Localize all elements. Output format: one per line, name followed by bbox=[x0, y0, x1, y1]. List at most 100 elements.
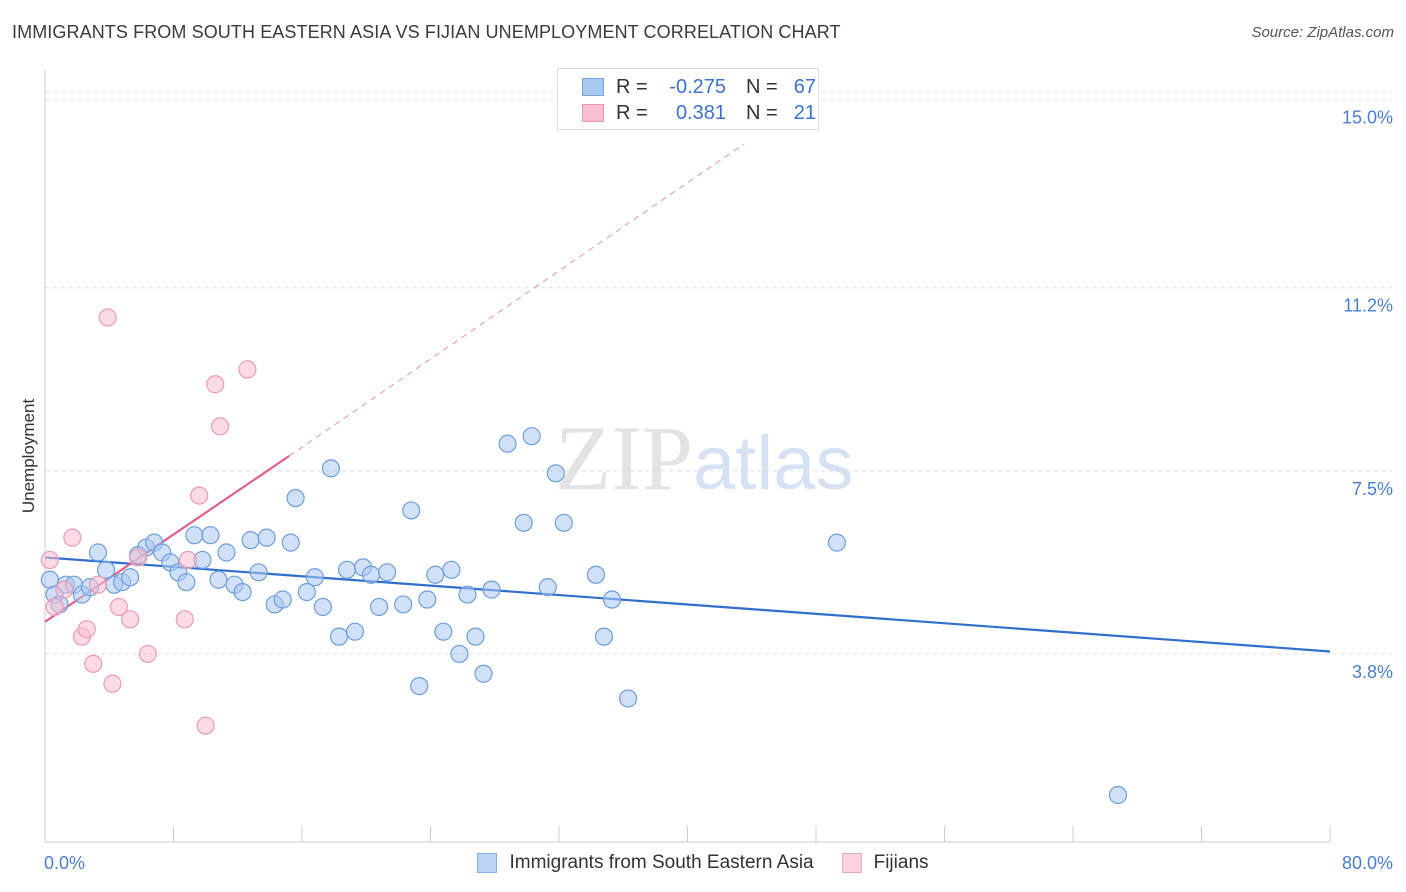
point-sea bbox=[281, 533, 300, 552]
point-sea bbox=[418, 590, 437, 609]
point-sea bbox=[88, 543, 108, 562]
y-axis-title: Unemployment bbox=[19, 399, 38, 514]
watermark: ZIPatlas bbox=[555, 405, 854, 511]
legend-r-value: 0.381 bbox=[675, 101, 726, 124]
point-sea bbox=[466, 627, 485, 646]
series-label-sea: Immigrants from South Eastern Asia bbox=[509, 852, 814, 873]
legend-r-value: -0.275 bbox=[669, 75, 726, 98]
series-label-fijians: Fijians bbox=[873, 852, 929, 873]
point-sea bbox=[241, 531, 260, 550]
point-sea bbox=[321, 459, 341, 478]
point-sea bbox=[458, 585, 477, 604]
point-fijians bbox=[129, 548, 148, 567]
point-fijians bbox=[175, 610, 194, 629]
point-sea bbox=[538, 578, 557, 597]
point-sea bbox=[450, 644, 469, 664]
point-sea bbox=[286, 488, 305, 508]
point-sea bbox=[378, 563, 397, 582]
legend-n-label: N = bbox=[746, 75, 778, 98]
legend-n-value: 21 bbox=[793, 101, 816, 124]
legend-n-value: 67 bbox=[793, 75, 816, 98]
point-sea bbox=[345, 622, 365, 641]
point-sea bbox=[305, 568, 324, 587]
data-points bbox=[40, 308, 1128, 805]
point-sea bbox=[329, 627, 349, 646]
point-fijians bbox=[98, 308, 117, 327]
legend-n-label: N = bbox=[746, 101, 778, 124]
point-sea bbox=[594, 627, 614, 646]
point-fijians bbox=[84, 654, 103, 673]
point-fijians bbox=[121, 610, 140, 629]
series-swatch-fijians bbox=[841, 853, 862, 873]
trend-line-sea bbox=[44, 556, 1331, 653]
point-sea bbox=[426, 565, 445, 584]
legend-r-label: R = bbox=[616, 75, 648, 98]
point-sea bbox=[394, 595, 413, 614]
point-sea bbox=[361, 565, 381, 584]
point-sea bbox=[522, 427, 541, 446]
point-sea bbox=[602, 590, 622, 609]
series-legend: Immigrants from South Eastern Asia Fijia… bbox=[0, 852, 1406, 874]
point-sea bbox=[201, 526, 220, 545]
watermark-zip: ZIP bbox=[555, 407, 693, 509]
point-sea bbox=[233, 582, 252, 602]
point-sea bbox=[586, 565, 606, 584]
point-fijians bbox=[40, 550, 59, 570]
point-sea bbox=[618, 689, 638, 708]
point-sea bbox=[209, 570, 228, 589]
chart-title: IMMIGRANTS FROM SOUTH EASTERN ASIA VS FI… bbox=[12, 22, 841, 42]
point-sea bbox=[257, 528, 276, 547]
point-sea bbox=[185, 526, 204, 545]
point-sea bbox=[273, 590, 292, 609]
legend-r-label: R = bbox=[616, 101, 648, 124]
point-sea bbox=[337, 560, 357, 579]
point-sea bbox=[121, 568, 140, 587]
point-sea bbox=[498, 434, 517, 453]
point-fijians bbox=[77, 620, 96, 639]
y-tick-label: 11.2% bbox=[1343, 296, 1393, 316]
correlation-legend: R = -0.275 N = 67 R = 0.381 N = 21 bbox=[557, 68, 819, 130]
series-swatch-sea bbox=[477, 853, 498, 873]
source-label: Source: ZipAtlas.com bbox=[1251, 24, 1394, 41]
point-fijians bbox=[206, 375, 225, 394]
x-tick-label-min: 0.0% bbox=[44, 853, 85, 873]
point-fijians bbox=[45, 597, 64, 617]
point-sea bbox=[474, 664, 493, 683]
point-sea bbox=[249, 563, 268, 582]
legend-swatch-sea bbox=[582, 78, 604, 96]
point-fijians bbox=[88, 575, 108, 594]
point-fijians bbox=[109, 597, 128, 617]
point-sea bbox=[313, 597, 332, 617]
series-legend-item-sea[interactable]: Immigrants from South Eastern Asia bbox=[477, 852, 814, 874]
point-sea bbox=[177, 573, 196, 592]
legend-row-sea: R = -0.275 N = 67 bbox=[582, 74, 816, 100]
point-sea bbox=[297, 582, 316, 602]
point-sea bbox=[1108, 785, 1128, 805]
x-tick-label-max: 80.0% bbox=[1342, 853, 1393, 873]
point-fijians bbox=[138, 644, 157, 664]
point-sea bbox=[827, 533, 846, 552]
y-tick-label: 7.5% bbox=[1352, 479, 1393, 499]
legend-row-fijians: R = 0.381 N = 21 bbox=[582, 100, 816, 126]
trend-extension-1 bbox=[288, 143, 745, 457]
point-fijians bbox=[178, 550, 198, 570]
point-fijians bbox=[63, 528, 82, 547]
point-sea bbox=[370, 597, 389, 617]
point-fijians bbox=[190, 486, 209, 505]
point-sea bbox=[442, 560, 461, 579]
y-tick-label: 3.8% bbox=[1352, 662, 1393, 682]
y-tick-label: 15.0% bbox=[1342, 108, 1393, 128]
point-sea bbox=[402, 501, 421, 520]
point-fijians bbox=[196, 716, 215, 735]
point-fijians bbox=[55, 580, 74, 599]
point-sea bbox=[96, 560, 116, 579]
point-sea bbox=[482, 580, 501, 599]
legend-swatch-fijians bbox=[582, 104, 604, 122]
point-fijians bbox=[103, 674, 122, 693]
point-sea bbox=[554, 513, 573, 532]
point-sea bbox=[217, 543, 236, 562]
series-legend-item-fijians[interactable]: Fijians bbox=[841, 852, 929, 874]
trend-lines bbox=[44, 143, 1331, 653]
axes bbox=[44, 70, 1331, 843]
